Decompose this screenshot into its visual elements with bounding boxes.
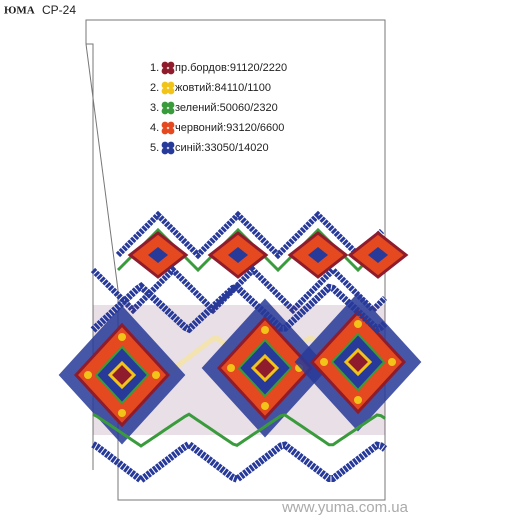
swatch-dot	[161, 141, 169, 149]
band-diamond-inner	[368, 247, 388, 263]
band-diamond-inner	[228, 247, 248, 263]
embroidery-pattern	[58, 210, 422, 485]
swatch-dot	[161, 87, 169, 95]
legend-swatch	[161, 141, 175, 155]
blue-zigzag	[115, 210, 385, 260]
yellow-dot	[388, 358, 396, 366]
swatch-dot	[161, 107, 169, 115]
swatch-dot	[167, 147, 175, 155]
swatch-dot	[161, 81, 169, 89]
yellow-dot	[320, 358, 328, 366]
legend-number: 2.	[150, 82, 159, 94]
blue-zigzag	[91, 440, 388, 485]
swatch-dot	[161, 101, 169, 109]
green-zigzag	[92, 412, 386, 448]
swatch-dot	[167, 107, 175, 115]
yellow-dot	[261, 402, 269, 410]
legend-label: жовтий:84110/1100	[175, 82, 271, 94]
sheet-fold	[85, 43, 119, 291]
yellow-dot	[261, 326, 269, 334]
legend-swatch	[161, 61, 175, 75]
yellow-dot	[152, 371, 160, 379]
yellow-dot	[354, 320, 362, 328]
swatch-dot	[161, 127, 169, 135]
legend-label: червоний:93120/6600	[175, 122, 284, 134]
legend-number: 1.	[150, 62, 159, 74]
swatch-dot	[167, 141, 175, 149]
swatch-dot	[161, 147, 169, 155]
legend-label: синій:33050/14020	[175, 142, 269, 154]
legend-swatch	[161, 81, 175, 95]
yellow-dot	[227, 364, 235, 372]
color-legend: 1. пр.бордов:91120/2220 2. жовтий:84110/110…	[150, 61, 287, 155]
yellow-dot	[84, 371, 92, 379]
legend-number: 5.	[150, 142, 159, 154]
swatch-dot	[167, 61, 175, 69]
swatch-dot	[167, 101, 175, 109]
yellow-dot	[354, 396, 362, 404]
product-code: СР-24	[42, 3, 76, 17]
big-diamond-core	[250, 353, 280, 383]
band-diamond-inner	[308, 247, 328, 263]
watermark: www.yuma.com.ua	[281, 499, 409, 516]
brand: ЮМА	[4, 5, 35, 17]
legend-number: 4.	[150, 122, 159, 134]
swatch-dot	[161, 61, 169, 69]
legend-swatch	[161, 121, 175, 135]
swatch-dot	[167, 127, 175, 135]
swatch-dot	[167, 81, 175, 89]
legend-swatch	[161, 101, 175, 115]
blue-zigzag	[90, 282, 388, 334]
swatch-dot	[167, 67, 175, 75]
legend-number: 3.	[150, 102, 159, 114]
swatch-dot	[161, 121, 169, 129]
yellow-dot	[118, 333, 126, 341]
swatch-dot	[161, 67, 169, 75]
swatch-dot	[167, 87, 175, 95]
band-diamond-inner	[148, 247, 168, 263]
legend-label: пр.бордов:91120/2220	[175, 62, 287, 74]
swatch-dot	[167, 121, 175, 129]
blue-zigzag	[90, 265, 388, 315]
big-diamond-core	[107, 360, 137, 390]
big-diamond-core	[343, 347, 373, 377]
yellow-dot	[118, 409, 126, 417]
legend-label: зелений:50060/2320	[175, 102, 278, 114]
